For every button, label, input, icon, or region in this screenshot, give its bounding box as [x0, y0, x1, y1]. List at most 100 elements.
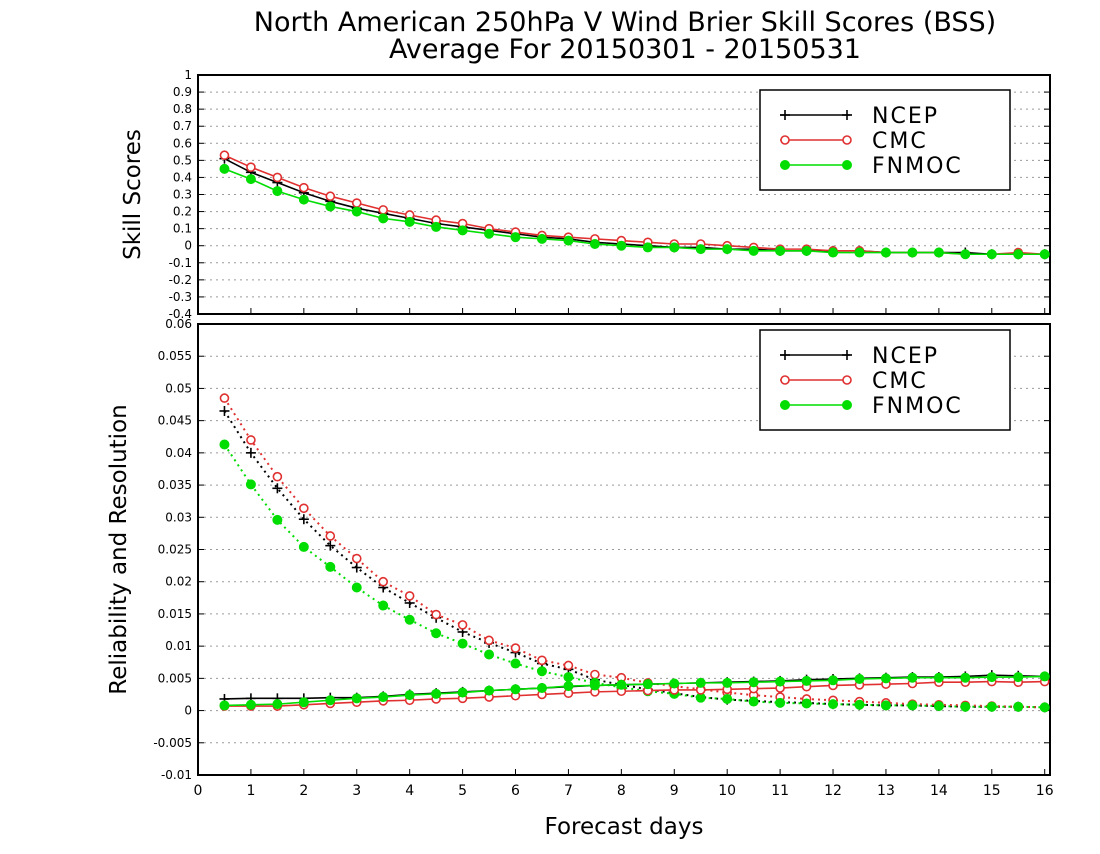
y-tick-label: 0.2 [173, 205, 192, 219]
x-tick-label: 14 [930, 783, 948, 799]
data-point [775, 245, 786, 256]
legend-entry-fnmoc: FNMOC [780, 154, 963, 179]
data-point [351, 582, 362, 593]
legend-label: FNMOC [872, 154, 963, 179]
data-point [272, 471, 283, 482]
reliability-resolution-panel: -0.01 -0.005 0 0.005 0.01 0.015 0.02 0.025 0.03 0… [106, 317, 1054, 799]
data-point [272, 186, 283, 197]
data-point [510, 643, 521, 653]
data-point [536, 683, 547, 694]
data-point [960, 249, 971, 260]
y-tick-label: 0.8 [173, 102, 192, 116]
data-point [219, 405, 230, 416]
legend-marker [780, 400, 790, 410]
data-point [510, 684, 521, 695]
legend-label: CMC [872, 129, 928, 154]
data-point [351, 693, 362, 704]
data-point [854, 699, 865, 710]
y-tick-label: 0.4 [173, 170, 192, 184]
data-point [219, 700, 230, 711]
data-point [775, 676, 786, 687]
data-point [484, 685, 495, 696]
series-ncep-dotted [219, 405, 1050, 713]
x-axis-label: Forecast days [545, 814, 704, 840]
x-tick-label: 0 [194, 783, 203, 799]
data-point [404, 614, 415, 625]
plot-frame [197, 74, 1051, 315]
data-point [1039, 249, 1050, 260]
data-point [748, 696, 759, 707]
data-point [907, 672, 918, 683]
y-axis-label: Reliability and Resolution [106, 404, 132, 694]
legend-marker [842, 160, 852, 170]
data-point [431, 221, 442, 232]
legend-marker [780, 135, 790, 145]
data-point [325, 540, 336, 551]
data-point [484, 649, 495, 660]
y-tick-label: 0.045 [158, 414, 192, 428]
data-point [695, 677, 706, 688]
y-tick-label: 0.5 [173, 153, 192, 167]
y-tick-label: 0.05 [165, 381, 192, 395]
data-point [272, 483, 283, 494]
y-axis-label: Skill Scores [120, 129, 146, 260]
y-tick-label: 0.035 [158, 478, 192, 492]
data-point [933, 701, 944, 712]
x-tick-label: 10 [718, 783, 736, 799]
data-point [298, 194, 309, 205]
data-point [536, 233, 547, 244]
data-point [351, 206, 362, 217]
data-point [378, 213, 389, 224]
series-line [223, 443, 1045, 709]
data-point [642, 242, 653, 253]
data-point [510, 232, 521, 243]
x-tick-label: 7 [564, 783, 573, 799]
data-point [219, 439, 230, 450]
series-fnmoc-dotted [219, 439, 1050, 713]
x-tick-label: 5 [458, 783, 467, 799]
x-tick-label: 12 [824, 783, 842, 799]
data-point [669, 678, 680, 689]
data-point [245, 479, 256, 490]
legend-entry-ncep: NCEP [780, 104, 937, 129]
y-tick-label: 0.03 [165, 510, 192, 524]
y-tick-label: 0.02 [165, 575, 192, 589]
y-tick-label: -0.01 [161, 768, 192, 782]
y-tick-label: 0.005 [158, 671, 192, 685]
y-tick-label: 0.06 [165, 317, 192, 331]
data-point [933, 672, 944, 683]
y-tick-label: -0.005 [153, 736, 192, 750]
data-point [563, 681, 574, 692]
legend-marker [842, 375, 852, 385]
data-point [563, 672, 574, 683]
data-point [590, 669, 600, 680]
data-point [960, 701, 971, 712]
data-point [431, 688, 442, 699]
y-tick-label: 1 [184, 68, 192, 82]
data-point [404, 690, 415, 701]
data-point [351, 562, 362, 573]
legend-entry-ncep: NCEP [780, 344, 937, 369]
data-point [299, 503, 309, 514]
chart-subtitle: Average For 20150301 - 20150531 [389, 34, 861, 65]
data-point [246, 162, 256, 172]
data-point [1039, 702, 1050, 713]
x-tick-label: 9 [670, 783, 679, 799]
data-point [431, 609, 441, 620]
x-tick-label: 16 [1036, 783, 1054, 799]
legend-label: FNMOC [872, 394, 963, 419]
y-tick-label: 0.025 [158, 543, 192, 557]
data-point [299, 182, 309, 193]
skill-scores-panel: -0.4 -0.3 -0.2 -0.1 0 0.1 0.2 0.3 0.4 0.5 0.6 0.7 0.… [120, 68, 1051, 321]
x-tick-label: 8 [617, 783, 626, 799]
data-point [272, 514, 283, 525]
data-point [722, 693, 733, 704]
x-tick-label: 3 [352, 783, 361, 799]
data-point [854, 247, 865, 258]
data-point [298, 697, 309, 708]
data-point [986, 672, 997, 683]
data-point [404, 216, 415, 227]
